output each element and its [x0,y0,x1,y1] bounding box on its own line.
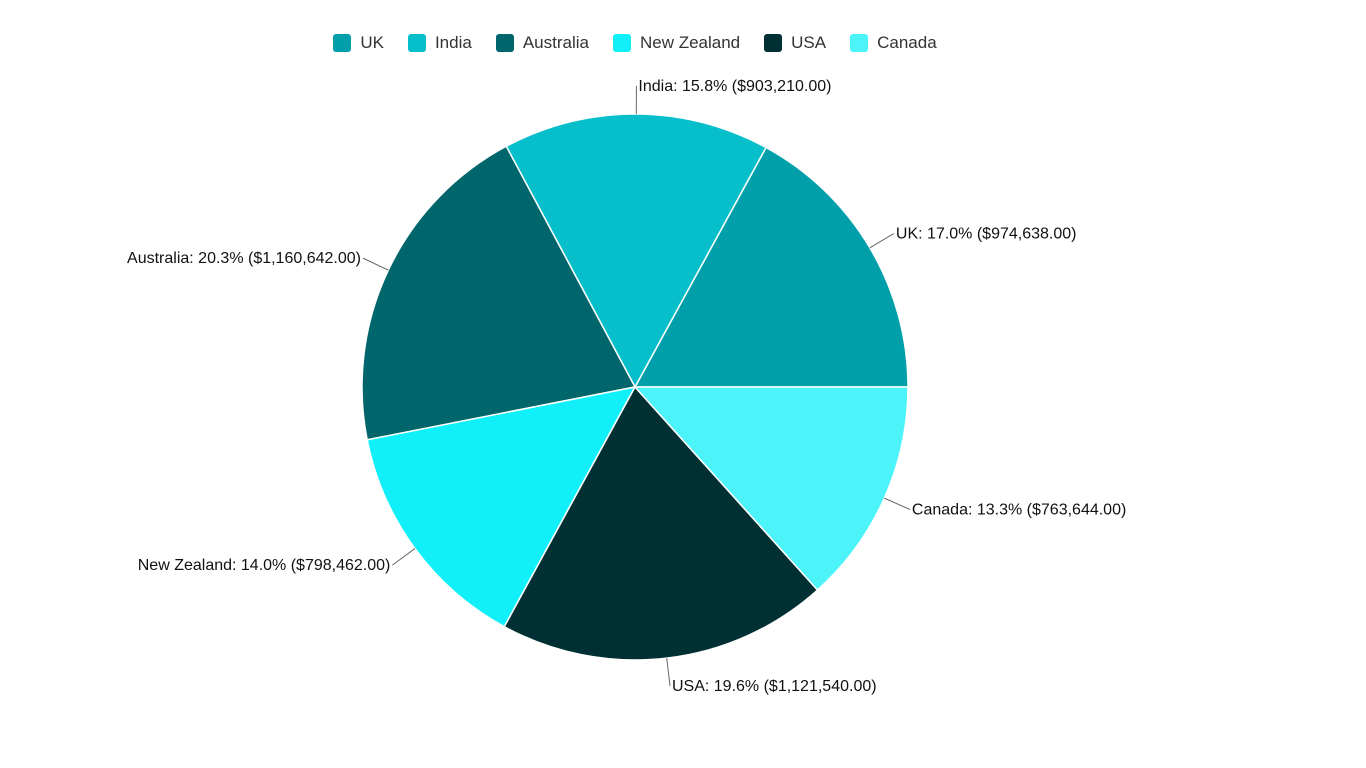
legend-item-usa[interactable]: USA [764,33,826,53]
legend-label: Canada [877,33,937,52]
legend-item-australia[interactable]: Australia [495,33,589,53]
leader-line-new-zealand [392,548,416,566]
pie-slice-canada[interactable] [633,386,909,592]
legend-swatch [764,34,783,52]
legend-item-new-zealand[interactable]: New Zealand [612,33,741,53]
legend-swatch [407,34,426,52]
legend: UK India Australia New Zealand USA Canada [0,33,1270,53]
legend-swatch [612,34,631,52]
legend-label: Australia [522,33,589,52]
legend-label: New Zealand [639,33,741,52]
leader-line-australia [362,257,389,271]
data-label-usa: USA: 19.6% ($1,121,540.00) [672,678,877,695]
leader-line-canada [884,497,911,510]
legend-item-uk[interactable]: UK [333,33,384,53]
legend-label: USA [791,33,827,52]
data-label-uk: UK: 17.0% ($974,638.00) [896,226,1077,243]
data-label-australia: Australia: 20.3% ($1,160,642.00) [127,250,361,267]
legend-item-india[interactable]: India [407,33,472,53]
leader-line-usa [666,658,671,687]
data-label-new-zealand: New Zealand: 14.0% ($798,462.00) [138,557,391,574]
legend-swatch [495,34,514,52]
legend-swatch [850,34,869,52]
data-label-india: India: 15.8% ($903,210.00) [638,78,831,95]
legend-label: India [434,33,472,52]
legend-item-canada[interactable]: Canada [850,33,937,53]
leader-line-uk [869,233,895,249]
pie-slice-india[interactable] [505,113,768,389]
legend-label: UK [360,33,384,52]
data-label-canada: Canada: 13.3% ($763,644.00) [912,502,1126,519]
pie-slice-usa[interactable] [503,385,819,661]
legend-swatch [333,34,352,52]
